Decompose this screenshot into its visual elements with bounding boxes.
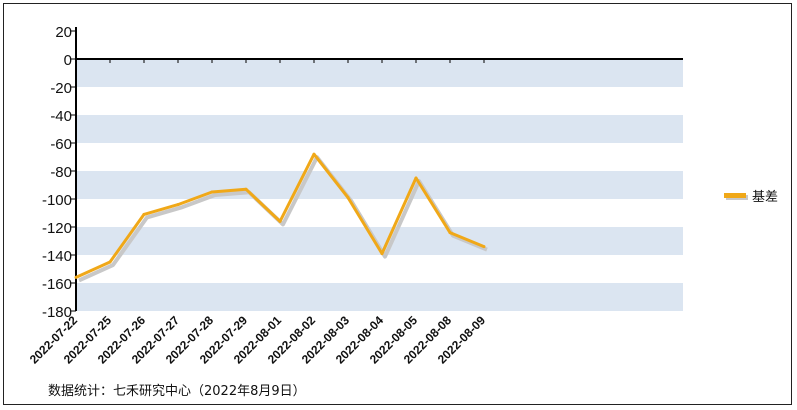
data-point	[312, 152, 316, 156]
y-tick-label: -160	[42, 276, 72, 293]
data-point	[278, 219, 282, 223]
axes	[75, 27, 683, 311]
y-tick-label: -140	[42, 248, 72, 265]
data-point	[74, 275, 78, 279]
y-tick-label: 0	[64, 52, 72, 69]
data-point	[142, 212, 146, 216]
y-tick-label: -100	[42, 192, 72, 209]
y-tick-label: -40	[50, 108, 72, 125]
y-tick-label: -20	[50, 80, 72, 97]
data-point	[108, 260, 112, 264]
grid-band	[76, 171, 683, 199]
y-tick-label: -180	[42, 304, 72, 321]
data-point	[346, 196, 350, 200]
legend-swatch	[724, 193, 746, 198]
y-tick-label: -60	[50, 136, 72, 153]
source-note: 数据统计：七禾研究中心（2022年8月9日）	[48, 384, 306, 399]
grid-band	[76, 283, 683, 311]
y-tick-label: -80	[50, 164, 72, 181]
data-point	[414, 176, 418, 180]
data-point	[482, 245, 486, 249]
data-point	[380, 252, 384, 256]
data-point	[210, 190, 214, 194]
grid-band	[76, 115, 683, 143]
legend: 基差	[724, 186, 778, 205]
grid-band	[76, 59, 683, 87]
legend-label: 基差	[752, 190, 779, 205]
data-point	[448, 231, 452, 235]
data-point	[176, 203, 180, 207]
data-point	[244, 187, 248, 191]
plot-bands	[76, 59, 683, 311]
y-tick-label: 20	[55, 24, 72, 41]
y-axis-ticks: 20 0 -20 -40 -60 -80 -100 -120 -140 -160 -180	[42, 24, 76, 321]
x-axis-ticks: 2022-07-222022-07-252022-07-262022-07-27…	[27, 59, 488, 367]
y-tick-label: -120	[42, 220, 72, 237]
series-layer	[74, 152, 488, 283]
